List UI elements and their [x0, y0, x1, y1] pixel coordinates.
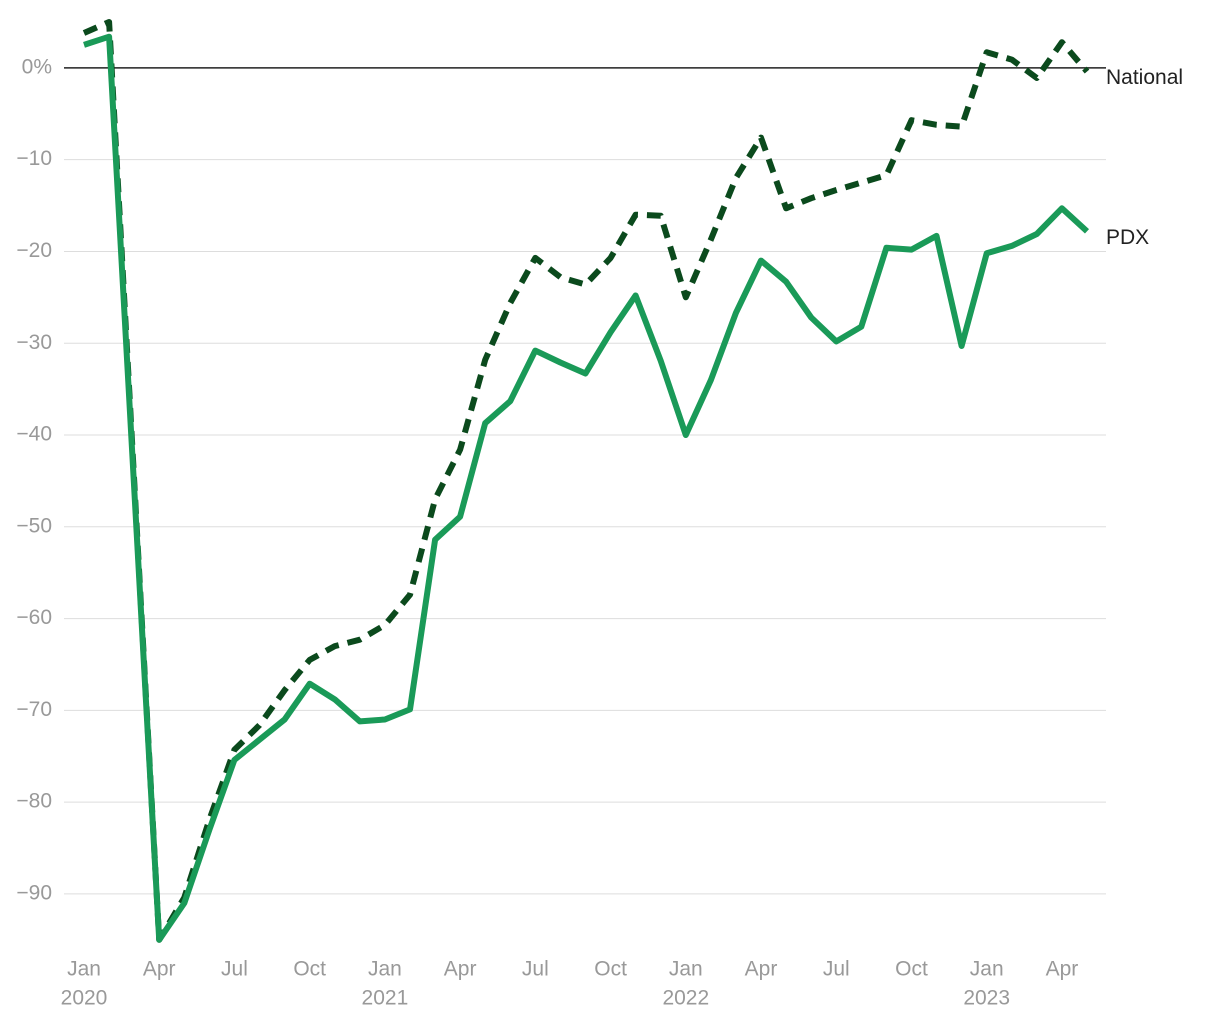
- x-tick-label: Jul: [823, 958, 850, 981]
- x-tick-label: Jan: [368, 958, 402, 981]
- x-tick-label: Oct: [594, 958, 627, 981]
- y-tick-label: 0%: [22, 55, 52, 78]
- x-year-label: 2022: [662, 987, 709, 1010]
- x-tick-label: Apr: [1046, 958, 1079, 981]
- x-tick-label: Jan: [970, 958, 1004, 981]
- y-tick-label: −10: [16, 147, 52, 170]
- y-tick-label: −30: [16, 331, 52, 354]
- y-tick-label: −70: [16, 698, 52, 721]
- x-tick-label: Jan: [669, 958, 703, 981]
- y-tick-label: −60: [16, 606, 52, 629]
- x-year-label: 2023: [963, 987, 1010, 1010]
- x-tick-label: Oct: [895, 958, 928, 981]
- series-line: [82, 19, 1090, 943]
- x-tick-label: Oct: [293, 958, 326, 981]
- x-tick-label: Jan: [67, 958, 101, 981]
- series-line: [83, 33, 1090, 943]
- x-year-label: 2021: [362, 987, 409, 1010]
- x-year-label: 2020: [61, 987, 108, 1010]
- x-tick-label: Apr: [143, 958, 176, 981]
- y-tick-label: −80: [16, 790, 52, 813]
- x-tick-label: Jul: [221, 958, 248, 981]
- x-tick-label: Jul: [522, 958, 549, 981]
- series-label: PDX: [1106, 226, 1149, 249]
- x-tick-label: Apr: [745, 958, 778, 981]
- x-tick-label: Apr: [444, 958, 477, 981]
- y-tick-label: −20: [16, 239, 52, 262]
- y-tick-label: −90: [16, 881, 52, 904]
- series-label: National: [1106, 66, 1183, 89]
- y-tick-label: −50: [16, 514, 52, 537]
- y-tick-label: −40: [16, 423, 52, 446]
